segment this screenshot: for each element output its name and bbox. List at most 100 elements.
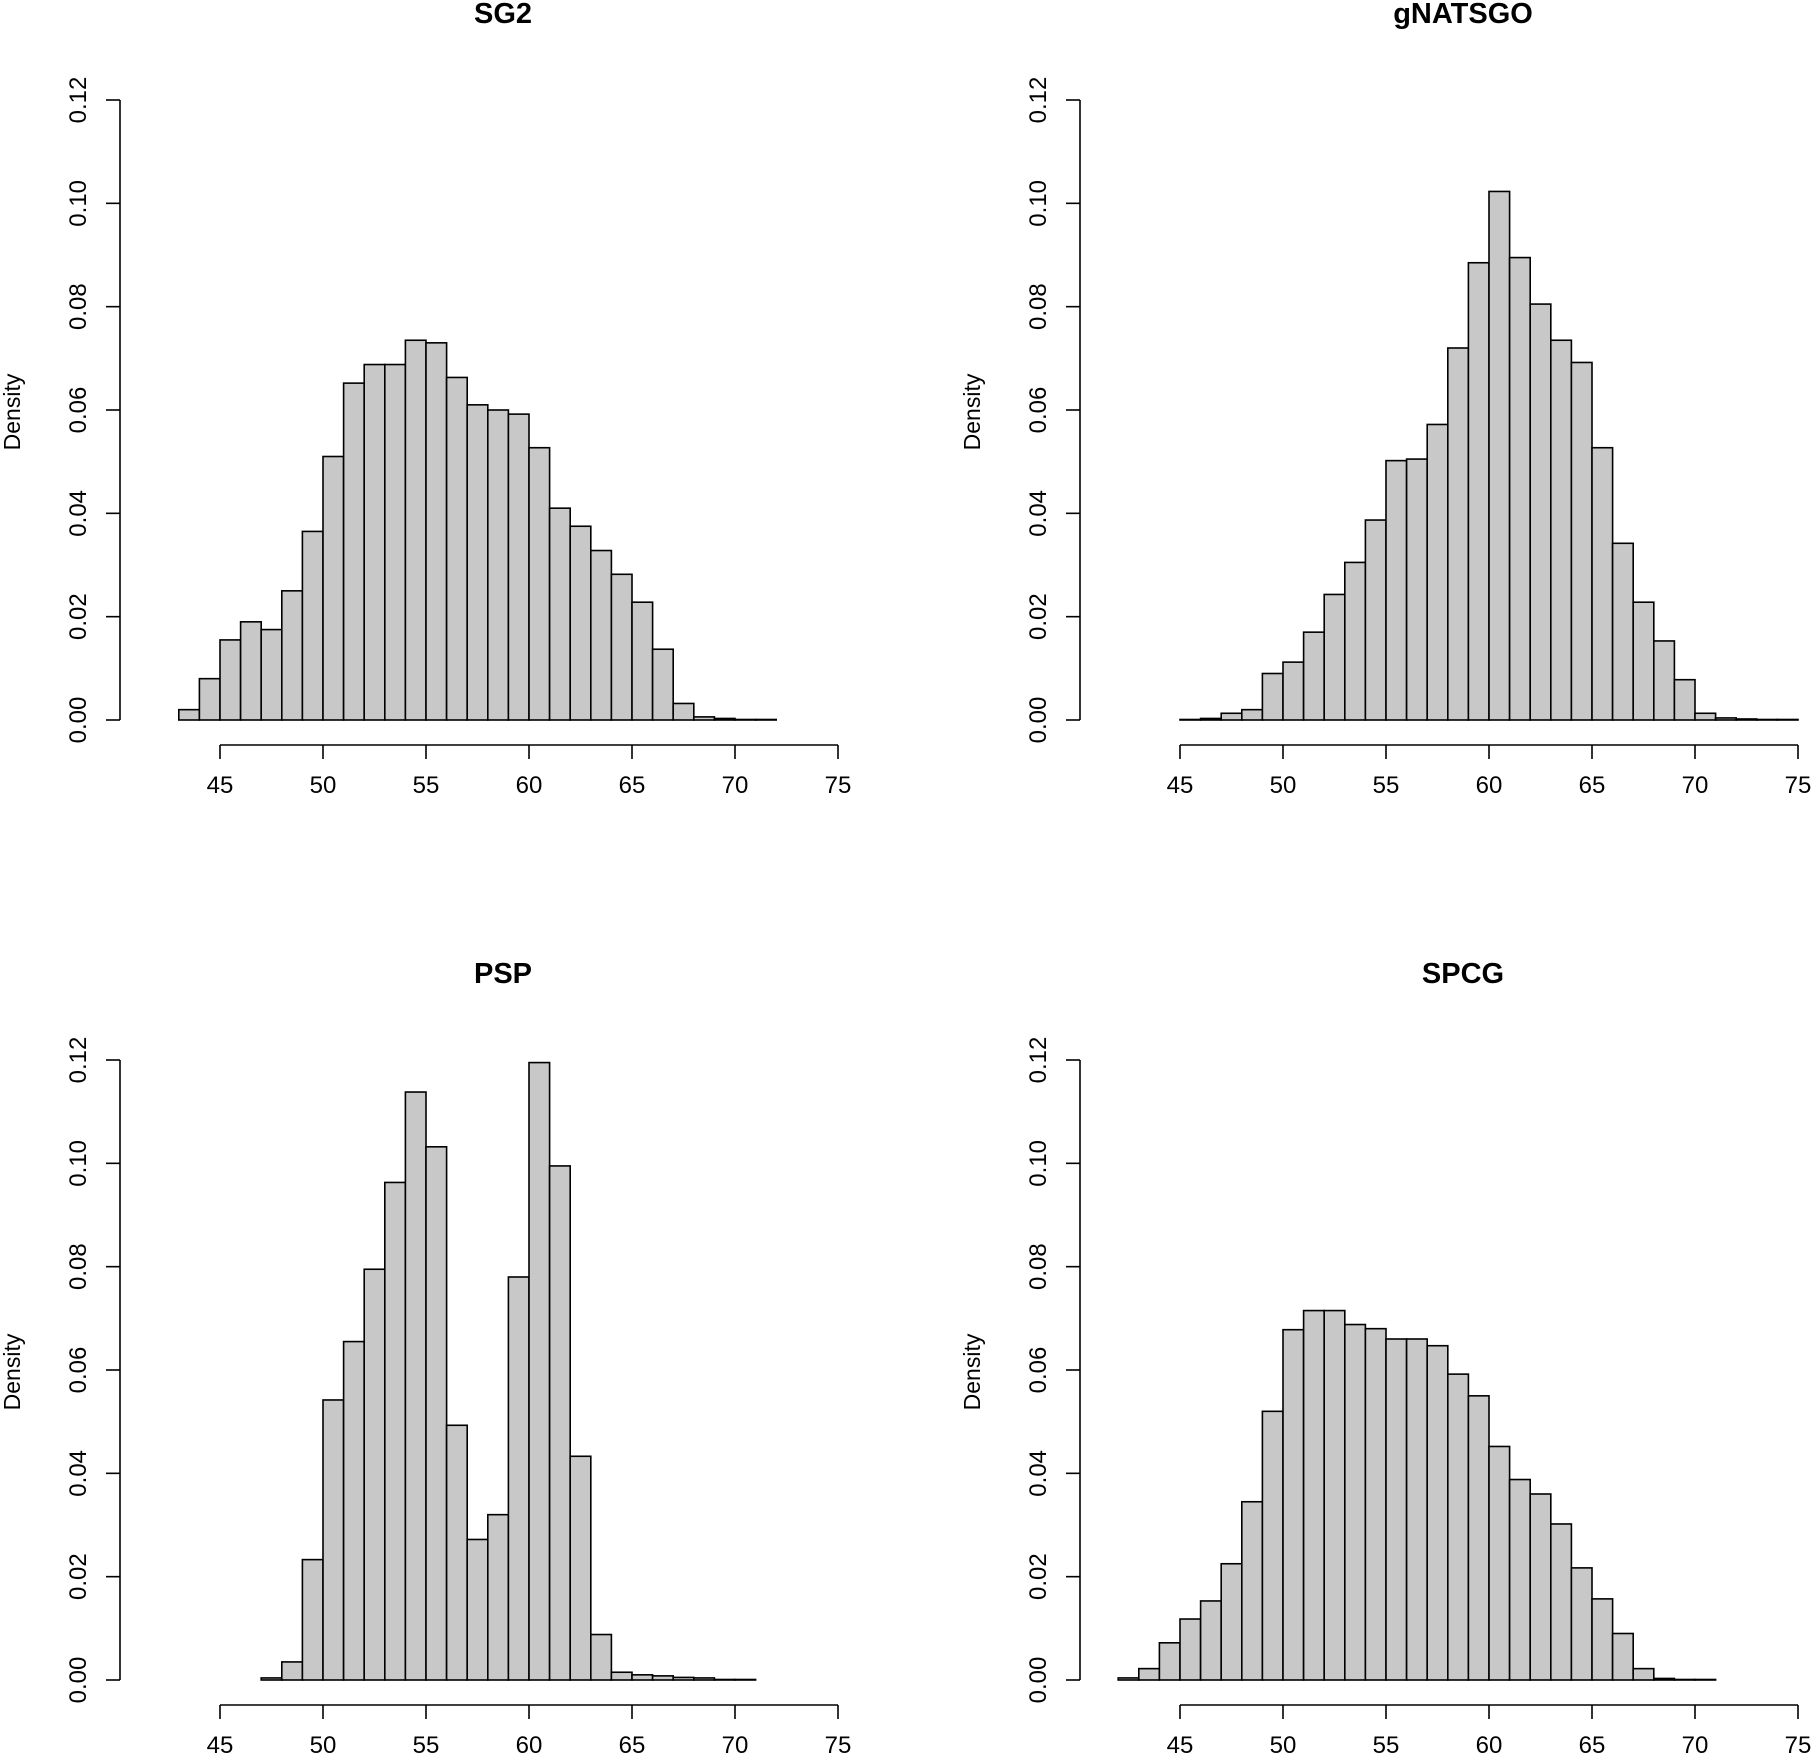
x-tick-label: 60	[1476, 772, 1503, 799]
y-tick-label: 0.02	[1025, 1553, 1052, 1600]
histogram-bar	[1632, 601, 1655, 721]
histogram-bar	[1570, 1567, 1593, 1681]
histogram-bar	[1508, 1478, 1531, 1681]
histogram-bar	[1220, 712, 1243, 721]
histogram-bar	[1199, 717, 1222, 721]
panel-title: SG2	[474, 0, 532, 30]
panel-title: PSP	[474, 958, 532, 990]
histogram-bar	[1714, 717, 1737, 721]
histogram-bar	[466, 1538, 489, 1681]
y-axis-label: Density	[0, 1333, 25, 1410]
x-tick-label: 60	[516, 1732, 543, 1759]
histogram-bar	[363, 1268, 386, 1681]
x-tick-label: 70	[1682, 772, 1709, 799]
histogram-bar	[528, 1061, 551, 1681]
bars	[1179, 190, 1799, 721]
histogram-bar	[1220, 1562, 1243, 1681]
histogram-bar	[1302, 631, 1325, 721]
histogram-bar	[569, 1455, 592, 1681]
y-tick-label: 0.10	[1025, 180, 1052, 227]
histogram-bar	[528, 446, 551, 721]
histogram-bar	[1467, 261, 1490, 721]
histogram-bar	[1385, 459, 1408, 721]
histogram-bar	[1756, 718, 1779, 721]
histogram-bar	[1344, 1323, 1367, 1681]
histogram-bar	[342, 1340, 366, 1681]
histogram-bar	[651, 648, 674, 721]
histogram-bar	[1364, 519, 1387, 721]
histogram-bar	[569, 525, 592, 721]
histogram-bar	[280, 590, 304, 721]
y-tick-label: 0.04	[1025, 490, 1052, 537]
histogram-bar	[1653, 1677, 1676, 1681]
histogram-bar	[1138, 1667, 1161, 1681]
axes: 45 50 55 60 65 70 75 0.00 0.02 0.04 0.06 0.08 0.10 0.…	[65, 1037, 851, 1759]
histogram-bar	[1550, 1523, 1573, 1681]
x-tick-label: 45	[1167, 1732, 1194, 1759]
histogram-bar	[1117, 1677, 1140, 1681]
panel-sg2: SG2 Density 45 50 55 60 65 70 75 0.00 0.02 0.04 0.…	[0, 0, 851, 799]
histogram-bar	[260, 628, 283, 721]
histogram-bar	[1447, 347, 1470, 721]
x-tick-label: 70	[722, 772, 749, 799]
axes: 45 50 55 60 65 70 75 0.00 0.02 0.04 0.06 0.08 0.10 0.…	[1025, 1037, 1811, 1759]
y-tick-label: 0.10	[65, 180, 92, 227]
y-tick-label: 0.00	[65, 697, 92, 744]
y-tick-label: 0.12	[65, 77, 92, 124]
histogram-bar	[383, 363, 407, 721]
histogram-bar	[280, 1661, 304, 1681]
axes: 45 50 55 60 65 70 75 0.00 0.02 0.04 0.06 0.08 0.10 0.…	[1025, 77, 1811, 799]
y-tick-label: 0.12	[65, 1037, 92, 1084]
x-tick-label: 75	[1785, 1732, 1812, 1759]
histogram-bar	[1426, 1344, 1449, 1681]
histogram-bar	[1282, 661, 1305, 721]
x-tick-label: 50	[1270, 1732, 1297, 1759]
histogram-bar	[610, 573, 633, 721]
histogram-bar	[404, 339, 427, 721]
y-tick-label: 0.06	[1025, 387, 1052, 434]
histogram-bar	[486, 1513, 510, 1681]
x-tick-label: 45	[1167, 772, 1194, 799]
histogram-bar	[1694, 1678, 1717, 1681]
histogram-bar	[589, 1633, 613, 1681]
histogram-bar	[1570, 361, 1593, 721]
x-tick-label: 55	[413, 772, 440, 799]
histogram-bar	[322, 455, 345, 721]
histogram-bar	[301, 1558, 324, 1681]
y-tick-label: 0.02	[65, 1553, 92, 1600]
y-tick-label: 0.06	[1025, 1347, 1052, 1394]
bars	[260, 1061, 757, 1681]
histogram-bar	[1302, 1309, 1325, 1681]
histogram-bar	[1776, 718, 1799, 721]
histogram-bar	[445, 1424, 469, 1681]
histogram-bar	[178, 708, 201, 721]
panel-title: SPCG	[1422, 958, 1504, 990]
x-tick-label: 55	[413, 1732, 440, 1759]
y-tick-label: 0.10	[65, 1140, 92, 1187]
histogram-bar	[754, 718, 777, 721]
histogram-bar	[1488, 1445, 1511, 1681]
histogram-bar	[466, 404, 489, 721]
histogram-bar	[713, 1678, 736, 1681]
histogram-bar	[404, 1091, 427, 1681]
histogram-bar	[692, 716, 716, 721]
histogram-bar	[631, 601, 654, 721]
histogram-bar	[1591, 1598, 1614, 1681]
histogram-bar	[1405, 458, 1428, 721]
histogram-bar	[734, 718, 757, 721]
x-tick-label: 50	[310, 772, 337, 799]
y-tick-label: 0.08	[65, 283, 92, 330]
histogram-bar	[1323, 593, 1346, 721]
histogram-bar	[239, 621, 263, 721]
histogram-bar	[1261, 672, 1284, 721]
y-tick-label: 0.08	[65, 1243, 92, 1290]
y-tick-label: 0.06	[65, 1347, 92, 1394]
x-tick-label: 55	[1373, 772, 1400, 799]
x-tick-label: 70	[722, 1732, 749, 1759]
x-tick-label: 65	[619, 1732, 646, 1759]
histogram-bar	[1179, 1618, 1202, 1681]
histogram-bar	[425, 1146, 448, 1681]
histogram-bar	[1591, 446, 1614, 721]
y-tick-label: 0.00	[1025, 1657, 1052, 1704]
y-tick-label: 0.08	[1025, 1243, 1052, 1290]
